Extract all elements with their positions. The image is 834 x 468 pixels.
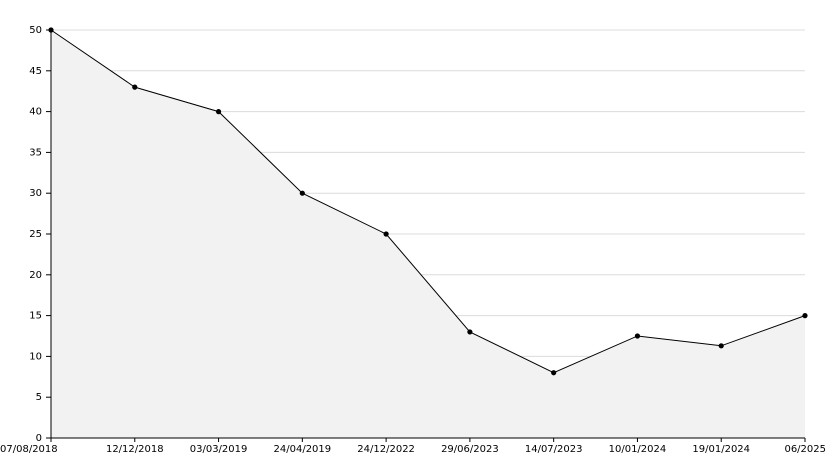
x-tick-label: 29/06/2023 xyxy=(441,444,499,455)
point xyxy=(299,190,305,196)
point xyxy=(215,109,222,115)
point xyxy=(467,329,473,335)
point xyxy=(718,343,724,349)
y-tick-label: 15 xyxy=(29,311,42,322)
y-tick-label: 30 xyxy=(29,188,42,199)
point xyxy=(634,333,641,339)
y-tick-label: 45 xyxy=(29,66,42,77)
y-tick-label: 25 xyxy=(29,229,42,240)
x-tick-label: 06/2025 xyxy=(784,444,826,455)
x-tick-label: 10/01/2024 xyxy=(609,444,667,455)
x-tick-label: 03/03/2019 xyxy=(190,444,248,455)
x-tick-label: 24/04/2019 xyxy=(274,444,332,455)
y-tick-label: 20 xyxy=(29,270,42,281)
y-tick-label: 10 xyxy=(29,351,42,362)
x-tick-label: 19/01/2024 xyxy=(692,444,750,455)
x-tick-label: 14/07/2023 xyxy=(525,444,583,455)
x-tick-label: 12/12/2018 xyxy=(106,444,164,455)
point xyxy=(551,370,557,376)
point xyxy=(383,231,389,237)
y-tick-label: 35 xyxy=(29,147,42,158)
point xyxy=(48,27,54,33)
x-tick-label: 07/08/2018 xyxy=(0,444,58,455)
y-tick-label: 40 xyxy=(29,107,42,118)
x-tick-label: 24/12/2022 xyxy=(357,444,415,455)
y-tick-label: 50 xyxy=(29,25,42,36)
point xyxy=(132,84,138,90)
y-tick-label: 5 xyxy=(36,392,42,403)
y-tick-label: 0 xyxy=(36,433,42,444)
line xyxy=(50,29,806,374)
point xyxy=(802,313,808,319)
